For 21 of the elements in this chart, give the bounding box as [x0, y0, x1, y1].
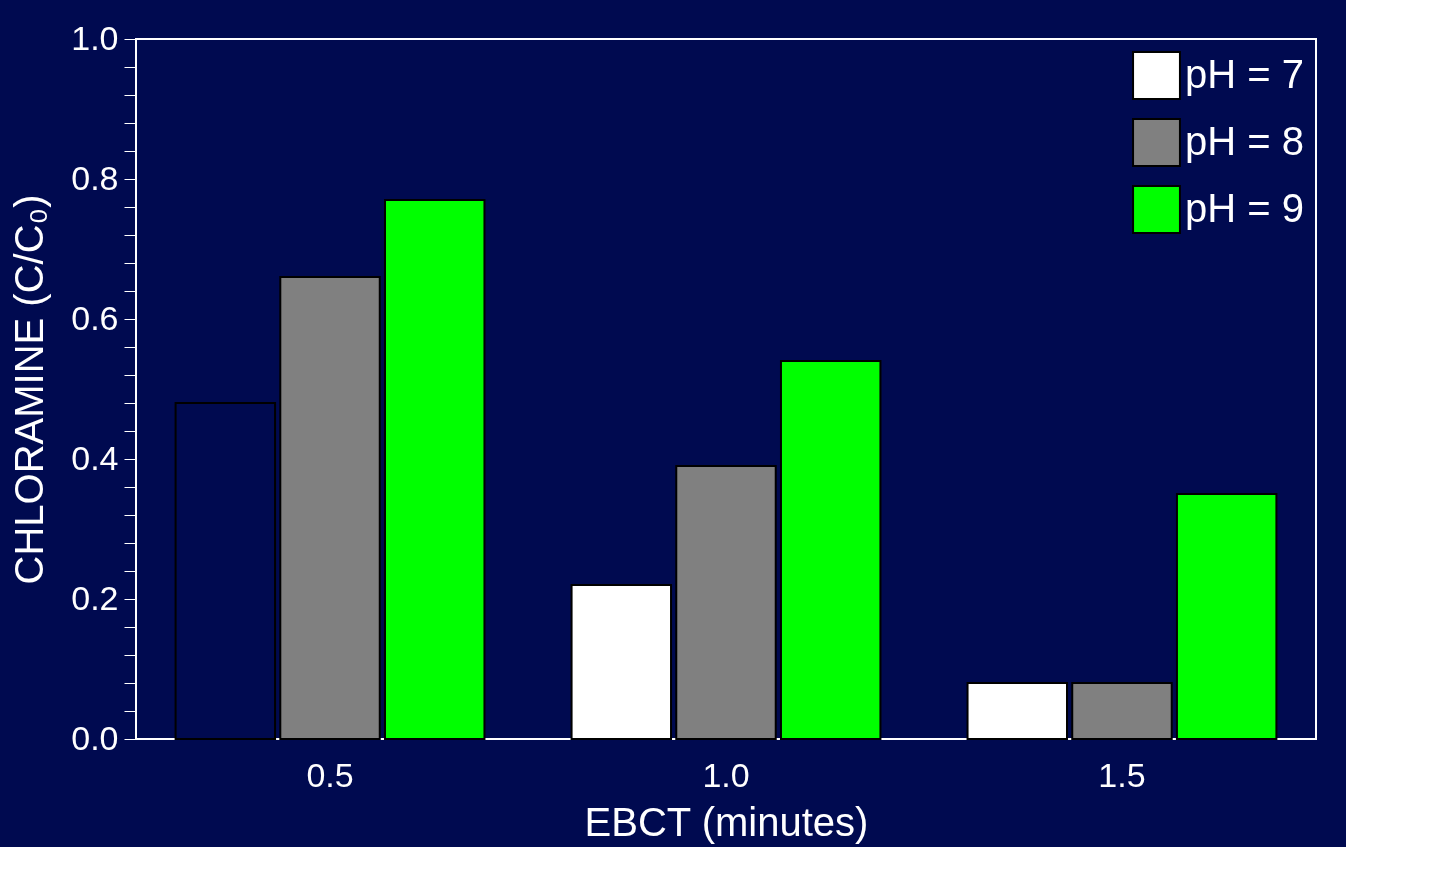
bar: [174, 402, 277, 740]
legend-label: pH = 8: [1185, 118, 1304, 163]
legend-label: pH = 7: [1185, 51, 1304, 96]
bar: [383, 199, 486, 740]
x-tick-label: 1.0: [702, 755, 750, 794]
x-tick-label: 0.5: [306, 755, 354, 794]
bar: [1071, 682, 1173, 740]
bar: [779, 360, 882, 740]
y-tick-label: 0.6: [71, 298, 119, 337]
x-axis-title: EBCT (minutes): [584, 799, 869, 844]
x-tick-label: 1.5: [1098, 755, 1146, 794]
y-axis-title: CHLORAMINE (C/C₀): [7, 194, 52, 585]
y-tick-label: 0.8: [71, 158, 119, 197]
bar: [1175, 493, 1278, 740]
y-tick-label: 0.4: [71, 438, 119, 477]
bar: [675, 465, 777, 740]
y-tick-label: 0.2: [71, 578, 119, 617]
bar: [279, 276, 381, 740]
y-tick-label: 0.0: [71, 718, 119, 757]
legend-label: pH = 9: [1185, 185, 1304, 230]
y-tick-label: 1.0: [71, 18, 119, 57]
